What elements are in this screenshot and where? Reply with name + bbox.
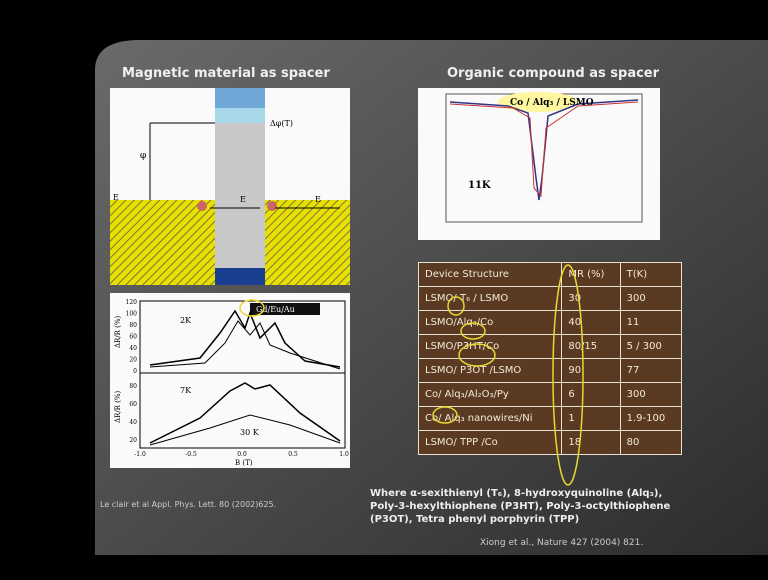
table-cell: 5 / 300: [620, 335, 681, 359]
table-cell: 90: [562, 359, 620, 383]
curve-label: 7K: [180, 386, 192, 395]
table-cell: LSMO/Alq₃/Co: [419, 311, 562, 335]
table-cell: 1: [562, 407, 620, 431]
band-diagram: Δφ(T) φ E E E: [110, 88, 350, 285]
y-axis-label: ΔR/R (%): [114, 315, 122, 348]
slide-photo: Magnetic material as spacer Organic comp…: [0, 0, 768, 580]
y-tick-label: 20: [129, 437, 137, 444]
table-cell: 30: [562, 287, 620, 311]
x-axis-label: B (T): [235, 459, 253, 467]
y-tick-label: 20: [129, 357, 137, 364]
x-tick-label: -0.5: [185, 451, 197, 458]
y-tick-label: 0: [133, 368, 137, 375]
curve-label: 2K: [180, 316, 192, 325]
x-tick-label: -1.0: [134, 451, 146, 458]
table-cell: LSMO/ P3OT /LSMO: [419, 359, 562, 383]
table-cell: 11: [620, 311, 681, 335]
phi-label: φ: [140, 151, 146, 161]
left-title: Magnetic material as spacer: [122, 66, 330, 81]
x-tick-label: 0.5: [288, 451, 298, 458]
y-tick-label: 60: [129, 401, 137, 408]
curve-label: 30 K: [240, 428, 260, 437]
table-cell: 1.9-100: [620, 407, 681, 431]
table-cell: 80: [620, 431, 681, 455]
note-line: (P3OT), Tetra phenyl porphyrin (TPP): [370, 513, 670, 526]
table-cell: LSMO/ TPP /Co: [419, 431, 562, 455]
header-cell: MR (%): [562, 263, 620, 287]
x-tick-label: 1.0: [339, 451, 349, 458]
y-axis-label: ΔR/R (%): [114, 390, 122, 423]
y-tick-label: 120: [126, 299, 138, 306]
table-cell: Co/ Alq₃ nanowires/Ni: [419, 407, 562, 431]
header-cell: T(K): [620, 263, 681, 287]
y-tick-label: 80: [129, 383, 137, 390]
table-cell: 77: [620, 359, 681, 383]
y-tick-label: 60: [129, 334, 137, 341]
note: Where α-sexithienyl (T₆), 8-hydroxyquino…: [370, 487, 670, 526]
plot-label: Co / Alq₃ / LSMO: [510, 98, 594, 108]
table-cell: 18: [562, 431, 620, 455]
ef-label: E: [113, 193, 119, 202]
table-cell: 300: [620, 383, 681, 407]
right-title: Organic compound as spacer: [447, 66, 659, 81]
y-tick-label: 80: [129, 322, 137, 329]
y-tick-label: 40: [129, 419, 137, 426]
note-line: Where α-sexithienyl (T₆), 8-hydroxyquino…: [370, 487, 670, 500]
y-tick-label: 100: [126, 311, 138, 318]
table-cell: 40: [562, 311, 620, 335]
y-tick-label: 40: [129, 345, 137, 352]
x-tick-label: 0.0: [237, 451, 247, 458]
delta-label: Δφ(T): [270, 119, 293, 128]
table-cell: 300: [620, 287, 681, 311]
note-line: Poly-3-hexylthiophene (P3HT), Poly-3-oct…: [370, 500, 670, 513]
table-cell: 80/15: [562, 335, 620, 359]
table-cell: Co/ Alq₃/Al₂O₃/Py: [419, 383, 562, 407]
citation: Xiong et al., Nature 427 (2004) 821.: [480, 538, 643, 548]
header-cell: Device Structure: [419, 263, 562, 287]
table-cell: LSMO/P3HT/Co: [419, 335, 562, 359]
organic-plot: Co / Alq₃ / LSMO 11K: [418, 88, 660, 240]
table-cell: LSMO/ T₆ / LSMO: [419, 287, 562, 311]
citation: Le clair et al Appl. Phys. Lett. 80 (200…: [100, 500, 276, 509]
e-label: E: [240, 195, 246, 204]
e-label: E: [315, 195, 321, 204]
table-cell: 6: [562, 383, 620, 407]
plot-label: 11K: [468, 180, 491, 191]
legend: Gd/Eu/Au: [256, 305, 295, 314]
mr-plot: Gd/Eu/Au 2K 7K 30 K ΔR/R (%) ΔR/R (%) B …: [110, 293, 350, 468]
